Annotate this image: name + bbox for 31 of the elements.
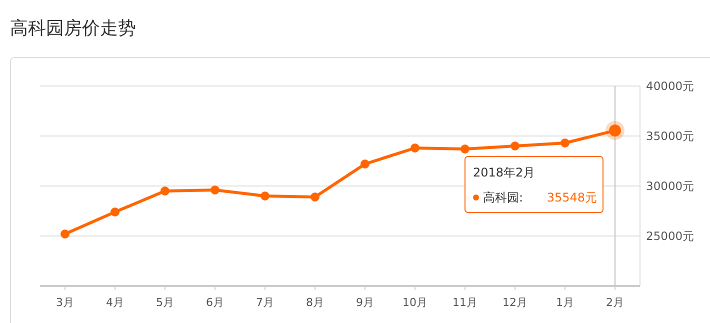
x-tick-label: 6月 (206, 296, 224, 309)
x-tick-label: 9月 (356, 296, 374, 309)
x-tick-label: 3月 (56, 296, 74, 309)
point (110, 208, 120, 216)
x-tick-label: 1月 (556, 296, 574, 309)
point (310, 192, 320, 202)
point (260, 192, 270, 200)
point (460, 144, 470, 154)
x-tick-label: 2月 (606, 296, 624, 309)
point (510, 142, 520, 150)
x-tick-label: 12月 (502, 296, 528, 309)
annotation: 35548元 (546, 190, 597, 205)
point (210, 186, 220, 194)
annotation: 高科园: (483, 190, 524, 205)
annotation: 2018年2月 (473, 166, 536, 180)
point (60, 230, 70, 238)
x-tick-label: 8月 (306, 296, 324, 309)
title: 高科园房价走势 (10, 18, 136, 39)
point (560, 138, 570, 148)
x-tick-label: 11月 (452, 296, 478, 309)
y-tick-label: 35000元 (646, 129, 695, 143)
x-tick-label: 5月 (156, 296, 174, 309)
y-tick-label: 40000元 (646, 79, 695, 93)
y-tick-label: 25000元 (646, 229, 695, 243)
x-tick-label: 4月 (106, 296, 124, 309)
point (360, 160, 370, 168)
point (410, 144, 420, 152)
y-tick-label: 30000元 (646, 179, 695, 193)
x-tick-label: 7月 (256, 296, 274, 309)
point (160, 186, 170, 196)
x-tick-label: 10月 (402, 296, 428, 309)
